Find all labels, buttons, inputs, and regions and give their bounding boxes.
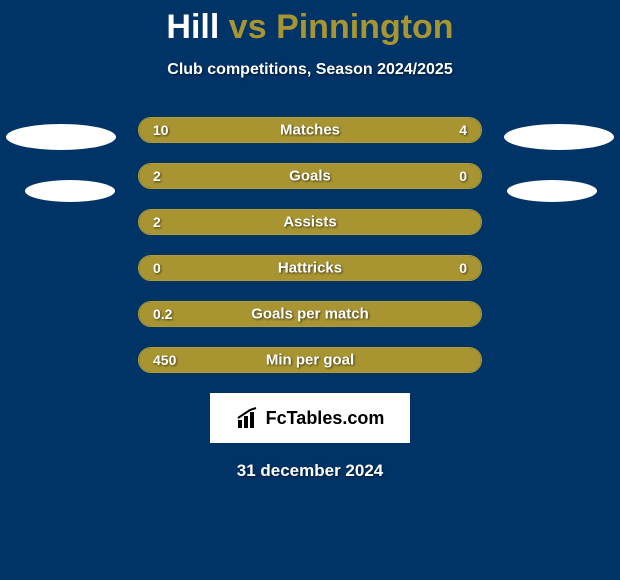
- bar-left-value: 450: [153, 352, 176, 368]
- logo-text: FcTables.com: [266, 408, 385, 429]
- bar-label: Goals per match: [251, 306, 369, 323]
- bar-label: Matches: [280, 122, 340, 139]
- page-title: Hill vs Pinnington: [0, 0, 620, 47]
- decorative-ellipse: [6, 124, 116, 150]
- stat-bar-row: 450 Min per goal: [138, 347, 482, 373]
- decorative-ellipse: [504, 124, 614, 150]
- vs-text: vs: [229, 8, 267, 46]
- bar-label: Min per goal: [266, 352, 354, 369]
- decorative-ellipse: [507, 180, 597, 202]
- logo-box: FcTables.com: [210, 393, 410, 443]
- bar-left-value: 10: [153, 122, 169, 138]
- bar-left-fill: [139, 164, 399, 188]
- bar-right-value: 0: [459, 260, 467, 276]
- bar-left-value: 2: [153, 214, 161, 230]
- stat-bar-row: 0 0 Hattricks: [138, 255, 482, 281]
- bar-left-value: 2: [153, 168, 161, 184]
- stat-bar-row: 0.2 Goals per match: [138, 301, 482, 327]
- bar-left-value: 0.2: [153, 306, 172, 322]
- bar-right-value: 4: [459, 122, 467, 138]
- bar-label: Assists: [283, 214, 336, 231]
- bar-label: Hattricks: [278, 260, 342, 277]
- stat-bar-row: 10 4 Matches: [138, 117, 482, 143]
- bar-label: Goals: [289, 168, 331, 185]
- bar-right-value: 0: [459, 168, 467, 184]
- stat-bar-row: 2 0 Goals: [138, 163, 482, 189]
- date-text: 31 december 2024: [0, 461, 620, 481]
- chart-icon: [236, 406, 260, 430]
- decorative-ellipse: [25, 180, 115, 202]
- stat-bar-row: 2 Assists: [138, 209, 482, 235]
- player-left-name: Hill: [166, 8, 219, 46]
- subtitle: Club competitions, Season 2024/2025: [0, 61, 620, 79]
- stats-bars: 10 4 Matches 2 0 Goals 2 Assists 0 0 Hattricks 0.2 G…: [138, 117, 482, 373]
- bar-left-value: 0: [153, 260, 161, 276]
- bar-right-fill: [399, 164, 481, 188]
- player-right-name: Pinnington: [276, 8, 454, 46]
